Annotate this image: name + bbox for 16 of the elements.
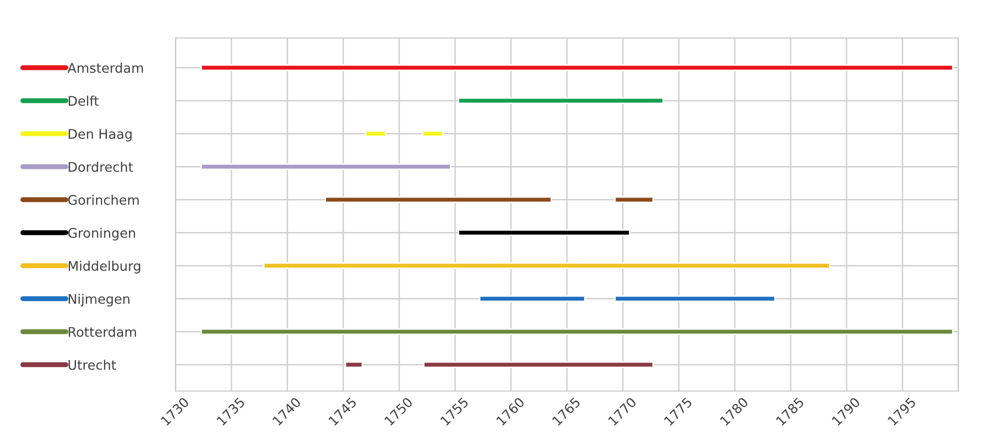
bar bbox=[200, 163, 452, 170]
bar bbox=[200, 328, 954, 336]
bar bbox=[200, 64, 954, 72]
y-tick-label: Amsterdam bbox=[68, 62, 143, 73]
y-tick-label: Middelburg bbox=[68, 260, 140, 274]
bar bbox=[458, 97, 664, 104]
y-tick-label: Groningen bbox=[68, 228, 136, 240]
y-tick-label: Dordrecht bbox=[68, 162, 133, 172]
bar bbox=[458, 229, 630, 236]
bar bbox=[263, 262, 830, 270]
y-tick-label: Delft bbox=[68, 96, 99, 106]
y-tick-label: Gorinchem bbox=[68, 194, 139, 205]
y-tick-label: Utrecht bbox=[68, 360, 116, 370]
y-tick-label: Den Haag bbox=[68, 129, 132, 142]
y-tick-label: Rotterdam bbox=[68, 326, 136, 337]
y-tick-label: Nijmegen bbox=[68, 294, 130, 306]
